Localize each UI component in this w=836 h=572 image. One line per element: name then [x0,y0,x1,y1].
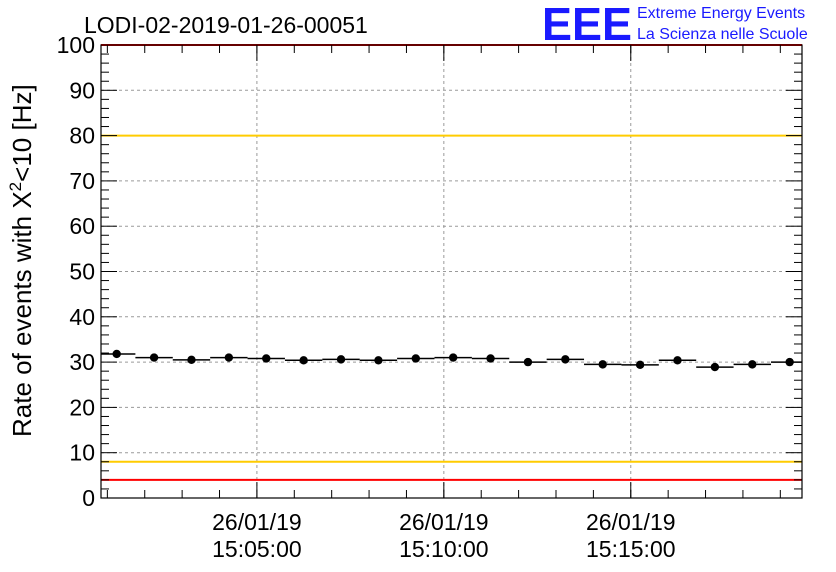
y-axis-label-sup: 2 [6,182,25,191]
data-point-marker [598,360,607,369]
data-point-marker [785,357,794,367]
data-point-marker [299,356,308,365]
data-point-marker [523,357,533,367]
x-tick-date: 26/01/19 [586,509,676,535]
data-point [135,353,173,362]
data-point [770,357,802,367]
data-point-marker [635,360,645,370]
x-tick-time: 15:05:00 [212,536,302,562]
y-tick-label: 40 [69,304,95,330]
plot-frame [100,44,803,499]
y-tick-label: 80 [69,123,95,149]
y-tick-label: 100 [57,32,95,58]
y-tick-label: 10 [69,440,95,466]
data-point [509,357,547,367]
data-point [434,353,472,362]
y-tick-label: 0 [82,485,95,511]
data-point-marker [149,353,159,362]
y-tick-label: 50 [69,259,95,285]
data-point-marker [187,355,196,365]
eee-logo-line1: Extreme Energy Events [637,5,805,22]
chart-title: LODI-02-2019-01-26-00051 [84,12,368,38]
data-point-marker [710,362,720,372]
x-tick-date: 26/01/19 [399,509,489,535]
data-point [359,356,398,365]
eee-logo: EEE Extreme Energy Events La Scienza nel… [542,0,808,50]
data-point [471,354,510,363]
eee-logo-mark: EEE [542,0,632,50]
data-point-marker [112,349,121,359]
grid-lines [101,45,802,498]
reference-lines [101,44,802,481]
data-point-marker [374,356,383,365]
data-point [172,355,211,365]
data-point [210,353,248,362]
data-series [101,349,802,372]
x-tick-time: 15:15:00 [586,536,676,562]
x-tick-time: 15:10:00 [399,536,489,562]
data-point [621,360,659,370]
x-tick-labels: 26/01/1915:05:0026/01/1915:10:0026/01/19… [212,509,675,562]
axis-ticks [101,44,802,499]
data-point-marker [411,354,420,363]
data-point-marker [748,360,757,369]
x-tick-date: 26/01/19 [212,509,302,535]
data-point [284,356,323,365]
data-point [101,349,136,359]
data-point-marker [561,355,570,364]
data-point [658,356,697,365]
data-point [584,360,622,369]
data-point [322,355,360,364]
data-point-marker [448,353,458,362]
y-axis-label: Rate of events with X2<10 [Hz] [6,84,37,437]
eee-logo-line2: La Scienza nelle Scuole [637,26,808,43]
y-axis-label-main: Rate of events with X [7,191,37,437]
data-point-marker [262,354,271,363]
data-point [546,355,585,364]
data-point-marker [336,355,346,364]
y-tick-label: 60 [69,213,95,239]
data-point [247,354,285,363]
data-point [696,362,734,372]
y-tick-label: 20 [69,394,95,420]
y-tick-label: 70 [69,168,95,194]
data-point-marker [673,356,682,365]
y-tick-labels: 0 10 20 30 40 50 60 70 80 90 100 [57,32,95,511]
data-point-marker [224,353,234,362]
data-point [733,360,771,369]
data-point [397,354,435,363]
data-point-marker [486,354,495,363]
y-axis-label-tail: <10 [Hz] [7,84,37,182]
y-tick-label: 90 [69,77,95,103]
y-tick-label: 30 [69,349,95,375]
